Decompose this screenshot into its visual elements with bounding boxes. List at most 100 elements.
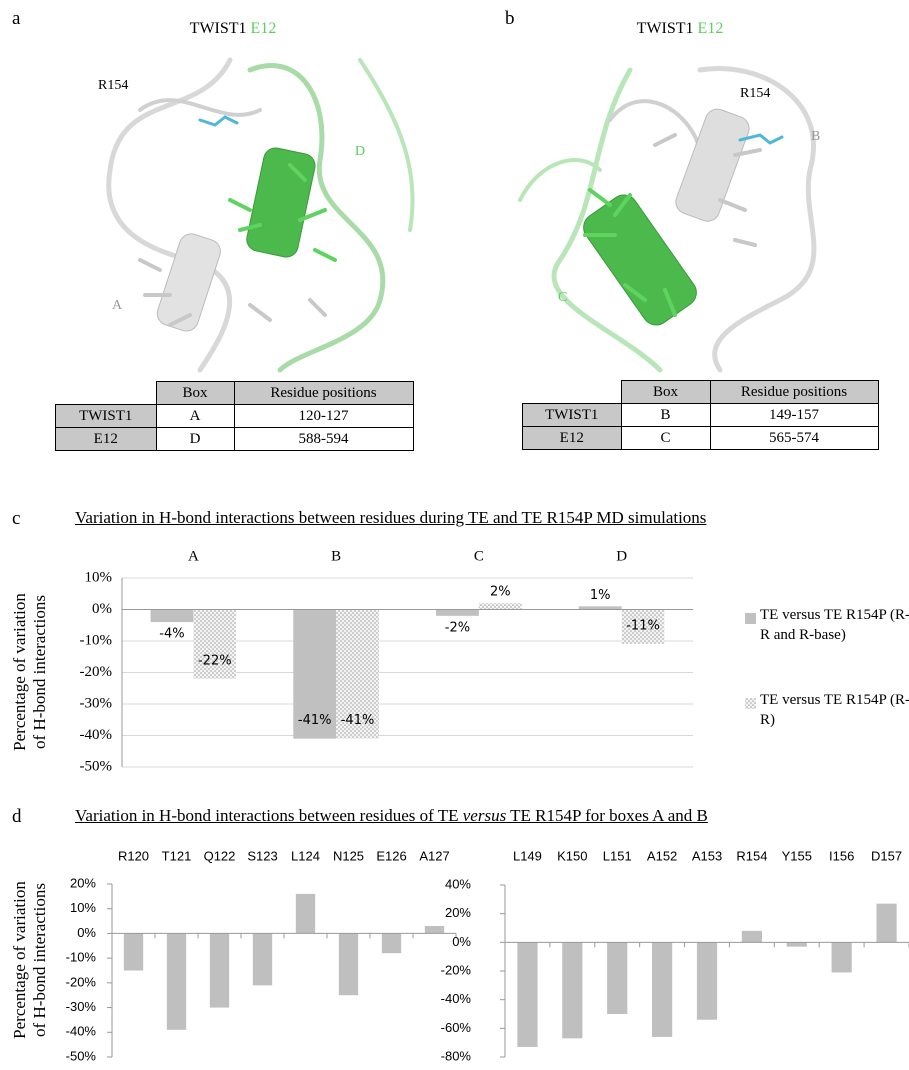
x-tick-label: D bbox=[616, 548, 627, 564]
x-tick-label: A bbox=[188, 548, 199, 564]
residue-label: R154 bbox=[98, 78, 128, 94]
bar bbox=[607, 942, 627, 1014]
x-tick-label: A127 bbox=[419, 848, 449, 863]
y-tick-label: -40% bbox=[441, 991, 472, 1006]
panel-label: c bbox=[12, 508, 20, 530]
x-tick-label: L149 bbox=[513, 848, 542, 863]
panel-title: TWIST1 E12 bbox=[530, 20, 830, 38]
x-tick-label: A153 bbox=[692, 848, 722, 863]
table-cell: D bbox=[156, 428, 234, 451]
bar bbox=[479, 603, 522, 609]
y-axis-label-line: Percentage of variation bbox=[10, 572, 30, 772]
residue-label: R154 bbox=[740, 86, 770, 102]
table-header: Box bbox=[156, 382, 234, 405]
y-tick-label: 0% bbox=[92, 601, 112, 617]
y-tick-label: 0% bbox=[452, 934, 471, 949]
y-tick-label: -80% bbox=[441, 1048, 472, 1063]
table-header: Residue positions bbox=[234, 382, 413, 405]
bar bbox=[296, 894, 315, 934]
bar bbox=[517, 942, 537, 1047]
table-cell: B bbox=[621, 404, 710, 427]
x-tick-label: Q122 bbox=[204, 848, 236, 863]
panel-label: b bbox=[505, 8, 515, 30]
protein-name: TWIST1 bbox=[190, 20, 247, 37]
data-label: -41% bbox=[298, 713, 332, 728]
title-part: TE R154P for boxes A and B bbox=[506, 806, 708, 825]
table-cell: 120-127 bbox=[234, 405, 413, 428]
bar bbox=[193, 610, 236, 679]
data-label: 1% bbox=[590, 588, 611, 603]
y-tick-label: 0% bbox=[77, 925, 96, 940]
bar bbox=[124, 933, 143, 970]
y-tick-label: 20% bbox=[70, 875, 96, 890]
y-tick-label: 10% bbox=[85, 569, 113, 585]
y-tick-label: 40% bbox=[445, 876, 471, 891]
y-axis-label-line: Percentage of variation bbox=[10, 860, 30, 1060]
table-cell: TWIST1 bbox=[56, 405, 157, 428]
x-tick-label: K150 bbox=[557, 848, 587, 863]
protein-name: E12 bbox=[251, 20, 277, 37]
panel-label: d bbox=[12, 806, 22, 828]
bar bbox=[151, 610, 194, 623]
x-tick-label: D157 bbox=[871, 848, 902, 863]
table-cell: E12 bbox=[523, 427, 622, 450]
y-tick-label: -30% bbox=[66, 999, 97, 1014]
table-header: Box bbox=[621, 381, 710, 404]
bar bbox=[167, 933, 186, 1029]
box-label: B bbox=[811, 129, 820, 145]
x-tick-label: E126 bbox=[376, 848, 406, 863]
y-tick-label: -60% bbox=[441, 1020, 472, 1035]
data-label: -11% bbox=[626, 619, 660, 634]
bar bbox=[210, 933, 229, 1007]
table-header: Residue positions bbox=[710, 381, 878, 404]
x-tick-label: L151 bbox=[603, 848, 632, 863]
legend-text: TE versus TE R154P (R-R) bbox=[760, 690, 909, 730]
y-tick-label: -20% bbox=[66, 974, 97, 989]
protein-name: TWIST1 bbox=[637, 20, 694, 37]
table-cell: 588-594 bbox=[234, 428, 413, 451]
box-label: D bbox=[355, 144, 365, 160]
y-tick-label: -10% bbox=[66, 950, 97, 965]
bar bbox=[652, 942, 672, 1037]
table-cell: 565-574 bbox=[710, 427, 878, 450]
y-tick-label: -10% bbox=[80, 632, 113, 648]
x-tick-label: R120 bbox=[118, 848, 149, 863]
protein-name: E12 bbox=[698, 20, 724, 37]
table-cell: E12 bbox=[56, 428, 157, 451]
box-label: C bbox=[558, 290, 567, 306]
x-tick-label: B bbox=[331, 548, 341, 564]
molecule-image-a bbox=[109, 60, 413, 370]
y-tick-label: -30% bbox=[80, 695, 113, 711]
panel-title: TWIST1 E12 bbox=[83, 20, 383, 38]
legend-swatch bbox=[745, 613, 756, 624]
bar bbox=[697, 942, 717, 1019]
data-label: 2% bbox=[490, 585, 511, 600]
bar bbox=[436, 610, 479, 616]
bar bbox=[425, 926, 444, 933]
x-tick-label: I156 bbox=[829, 848, 854, 863]
x-tick-label: N125 bbox=[333, 848, 364, 863]
bar bbox=[562, 942, 582, 1038]
chart-title: Variation in H-bond interactions between… bbox=[75, 806, 708, 826]
title-part: Variation in H-bond interactions between… bbox=[75, 806, 463, 825]
molecule-image-b bbox=[520, 68, 814, 370]
data-label: -4% bbox=[159, 627, 184, 642]
bar bbox=[339, 933, 358, 995]
box-label: A bbox=[112, 298, 122, 314]
table-cell: C bbox=[621, 427, 710, 450]
data-label: -22% bbox=[198, 653, 232, 668]
y-tick-label: 20% bbox=[445, 905, 471, 920]
x-tick-label: L124 bbox=[291, 848, 320, 863]
bar bbox=[382, 933, 401, 953]
chart-title: Variation in H-bond interactions between… bbox=[75, 508, 706, 528]
bar bbox=[742, 931, 762, 942]
table-cell: A bbox=[156, 405, 234, 428]
y-tick-label: -50% bbox=[66, 1048, 97, 1063]
x-tick-label: R154 bbox=[736, 848, 767, 863]
y-tick-label: -20% bbox=[441, 962, 472, 977]
x-tick-label: Y155 bbox=[782, 848, 812, 863]
bar bbox=[876, 904, 896, 943]
